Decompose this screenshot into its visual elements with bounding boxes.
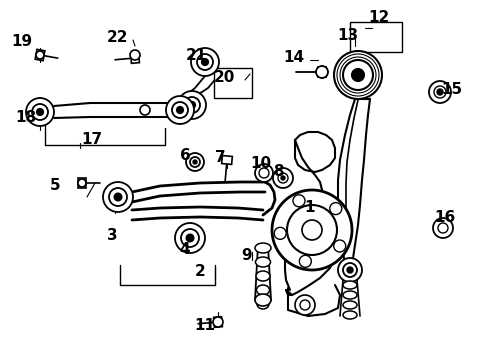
- Circle shape: [278, 173, 287, 183]
- Circle shape: [333, 51, 381, 99]
- Bar: [214, 68, 251, 98]
- Circle shape: [342, 263, 356, 277]
- Text: 14: 14: [283, 50, 304, 66]
- Circle shape: [315, 66, 327, 78]
- Circle shape: [193, 160, 197, 164]
- Circle shape: [32, 104, 48, 120]
- Text: 5: 5: [50, 177, 60, 193]
- Circle shape: [437, 223, 447, 233]
- Circle shape: [197, 54, 213, 70]
- Circle shape: [346, 267, 352, 273]
- Circle shape: [103, 182, 133, 212]
- Ellipse shape: [342, 301, 356, 309]
- Ellipse shape: [342, 281, 356, 289]
- Text: 11: 11: [194, 319, 215, 333]
- Bar: [349, 22, 401, 52]
- Ellipse shape: [256, 271, 269, 281]
- Text: 17: 17: [81, 132, 102, 148]
- Polygon shape: [78, 178, 86, 188]
- Circle shape: [351, 69, 363, 81]
- Text: 8: 8: [272, 165, 283, 180]
- Circle shape: [78, 179, 86, 187]
- Circle shape: [181, 229, 199, 247]
- Text: 16: 16: [433, 211, 455, 225]
- Ellipse shape: [254, 294, 270, 306]
- Circle shape: [36, 51, 44, 59]
- Circle shape: [202, 59, 208, 65]
- Text: 6: 6: [179, 148, 190, 162]
- Text: 10: 10: [250, 156, 271, 171]
- Circle shape: [272, 168, 292, 188]
- Polygon shape: [130, 53, 139, 63]
- Circle shape: [428, 81, 450, 103]
- Circle shape: [188, 102, 195, 108]
- Ellipse shape: [342, 291, 356, 299]
- Text: 19: 19: [11, 35, 33, 49]
- Circle shape: [172, 102, 187, 118]
- Text: 3: 3: [106, 228, 117, 243]
- Circle shape: [281, 176, 285, 180]
- Circle shape: [299, 255, 311, 267]
- Polygon shape: [317, 67, 325, 77]
- Circle shape: [329, 203, 341, 215]
- Circle shape: [299, 300, 309, 310]
- Ellipse shape: [256, 285, 269, 295]
- Text: 2: 2: [194, 265, 205, 279]
- Polygon shape: [213, 317, 222, 327]
- Circle shape: [259, 168, 268, 178]
- Text: 21: 21: [185, 48, 206, 63]
- Circle shape: [302, 220, 321, 240]
- Circle shape: [185, 153, 203, 171]
- Ellipse shape: [255, 257, 270, 267]
- Ellipse shape: [254, 243, 270, 253]
- Circle shape: [433, 86, 445, 98]
- Ellipse shape: [342, 311, 356, 319]
- Circle shape: [213, 317, 223, 327]
- Circle shape: [436, 89, 442, 95]
- Circle shape: [175, 223, 204, 253]
- Text: 22: 22: [107, 31, 128, 45]
- Circle shape: [292, 195, 305, 207]
- Text: 12: 12: [367, 10, 389, 26]
- Circle shape: [190, 157, 200, 167]
- Text: 1: 1: [304, 199, 315, 215]
- Text: 18: 18: [16, 111, 37, 126]
- Circle shape: [333, 240, 345, 252]
- Polygon shape: [35, 49, 45, 60]
- Circle shape: [186, 234, 193, 242]
- Text: 4: 4: [179, 243, 190, 257]
- Circle shape: [254, 164, 272, 182]
- Circle shape: [183, 97, 200, 113]
- Circle shape: [177, 107, 183, 113]
- Circle shape: [274, 228, 285, 239]
- Text: 20: 20: [213, 69, 234, 85]
- Circle shape: [37, 109, 43, 115]
- Circle shape: [165, 96, 194, 124]
- Circle shape: [178, 91, 205, 119]
- Circle shape: [342, 60, 372, 90]
- Circle shape: [432, 218, 452, 238]
- Circle shape: [271, 190, 351, 270]
- Circle shape: [191, 48, 219, 76]
- Circle shape: [140, 105, 150, 115]
- Circle shape: [286, 205, 336, 255]
- Text: 13: 13: [337, 27, 358, 42]
- Circle shape: [114, 193, 122, 201]
- Text: 9: 9: [241, 248, 252, 262]
- Polygon shape: [221, 156, 232, 165]
- Text: 15: 15: [441, 82, 462, 98]
- Circle shape: [294, 295, 314, 315]
- Ellipse shape: [257, 299, 268, 309]
- Circle shape: [26, 98, 54, 126]
- Text: 7: 7: [214, 150, 225, 166]
- Circle shape: [109, 188, 127, 206]
- Circle shape: [337, 258, 361, 282]
- Circle shape: [130, 50, 140, 60]
